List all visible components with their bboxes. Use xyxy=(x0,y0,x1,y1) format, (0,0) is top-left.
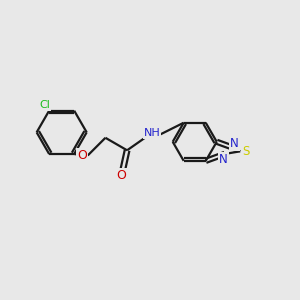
Text: N: N xyxy=(230,137,239,150)
Text: NH: NH xyxy=(144,128,160,138)
Text: O: O xyxy=(116,169,126,182)
Text: S: S xyxy=(242,145,250,158)
Text: O: O xyxy=(77,149,87,162)
Text: N: N xyxy=(219,153,228,166)
Text: Cl: Cl xyxy=(39,100,50,110)
